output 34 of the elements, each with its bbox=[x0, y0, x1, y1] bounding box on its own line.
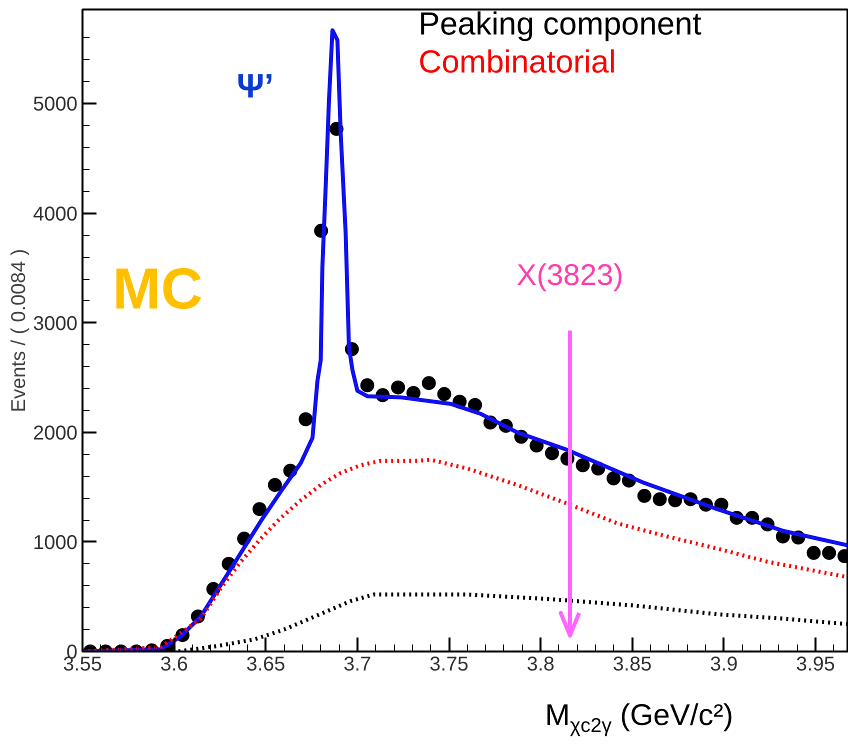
point bbox=[268, 478, 282, 492]
point bbox=[298, 412, 313, 426]
point bbox=[637, 488, 652, 503]
annotation: MC bbox=[112, 256, 203, 322]
point bbox=[360, 378, 374, 392]
x-tick-label: 3.85 bbox=[612, 654, 652, 676]
y-tick-label: 5000 bbox=[33, 94, 78, 116]
x-tick-label: 3.7 bbox=[343, 654, 372, 676]
y-tick-label: 4000 bbox=[33, 203, 78, 226]
x-tick-label: 3.8 bbox=[526, 654, 555, 676]
point bbox=[806, 546, 821, 560]
text: Peaking component bbox=[418, 6, 702, 42]
x-tick-label: 3.95 bbox=[796, 654, 835, 676]
y-tick-label: 1000 bbox=[33, 532, 78, 554]
point bbox=[606, 471, 621, 486]
point bbox=[252, 502, 267, 516]
x-tick-label: 3.65 bbox=[246, 654, 286, 676]
point bbox=[576, 458, 590, 472]
text: Combinatorial bbox=[418, 44, 616, 80]
x-tick-label: 3.9 bbox=[710, 654, 738, 676]
y-tick-label: 2000 bbox=[33, 422, 78, 444]
point bbox=[822, 546, 836, 560]
point bbox=[544, 446, 559, 460]
point bbox=[391, 380, 406, 394]
point bbox=[437, 387, 452, 402]
y-axis-title: Events / ( 0.0084 ) bbox=[8, 248, 30, 412]
x-tick-label: 3.6 bbox=[160, 654, 188, 676]
point bbox=[422, 376, 436, 390]
point bbox=[652, 492, 667, 506]
ref-line-label: X(3823) bbox=[516, 258, 624, 292]
x-axis-title: M$_{χc2γ}$ (GeV/c²) bbox=[545, 698, 734, 739]
annotation: Ψ’ bbox=[236, 67, 274, 106]
x-tick-label: 3.75 bbox=[430, 654, 468, 676]
y-tick-label: 3000 bbox=[33, 312, 78, 335]
